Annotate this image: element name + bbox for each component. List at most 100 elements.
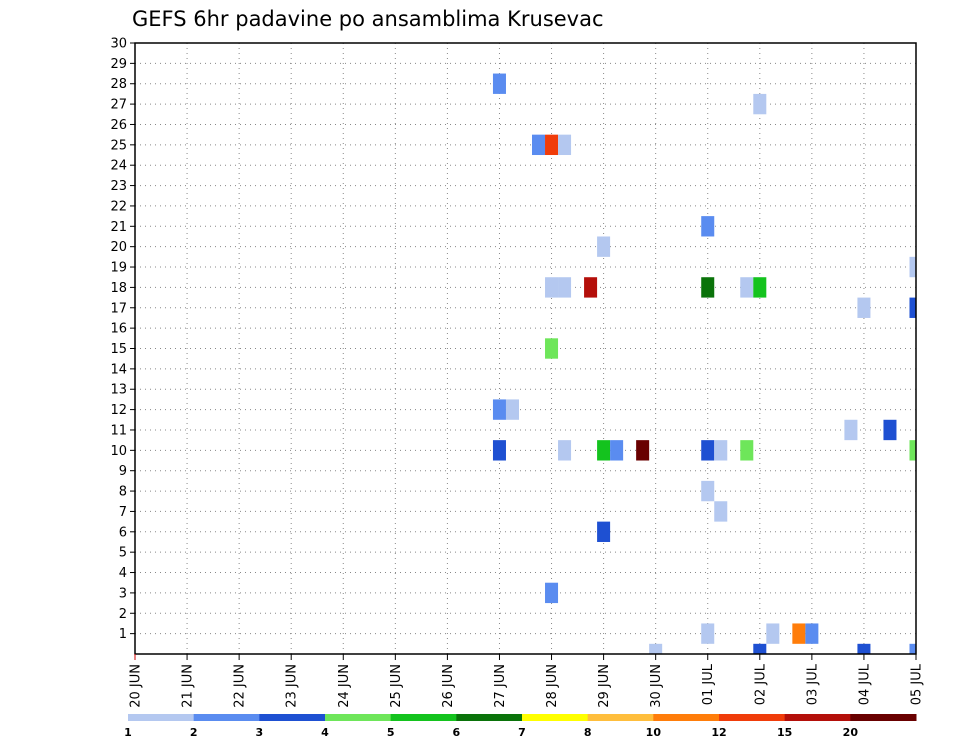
x-tick-label: 26 JUN [441, 664, 456, 708]
y-axis: 1234567891011121314151617181920212223242… [110, 37, 135, 642]
x-tick-label: 22 JUN [233, 664, 248, 708]
colorbar-swatch [259, 714, 326, 721]
colorbar-label: 8 [584, 726, 592, 739]
x-tick-label: 03 JUL [805, 663, 820, 705]
y-tick-label: 29 [110, 57, 127, 72]
colorbar-label: 6 [453, 726, 461, 739]
y-tick-label: 4 [119, 566, 127, 581]
precip-cell [701, 277, 715, 298]
y-tick-label: 20 [110, 240, 127, 255]
x-tick-label: 27 JUN [493, 664, 508, 708]
precip-cell [701, 440, 715, 461]
colorbar-swatch [522, 714, 589, 721]
y-tick-label: 18 [110, 281, 127, 296]
precip-cell [597, 521, 611, 542]
precip-cell [610, 440, 624, 461]
colorbar-label: 2 [190, 726, 198, 739]
x-tick-label: 04 JUL [857, 663, 872, 705]
colorbar-label: 10 [646, 726, 662, 739]
x-tick-label: 29 JUN [597, 664, 612, 708]
y-tick-label: 13 [110, 383, 127, 398]
y-tick-label: 10 [110, 444, 127, 459]
y-tick-label: 15 [110, 342, 127, 357]
y-tick-label: 2 [119, 607, 127, 622]
precip-cell [714, 440, 728, 461]
grid [135, 43, 916, 654]
precip-cell [714, 501, 728, 522]
precip-cell [909, 256, 916, 278]
colorbar-label: 7 [518, 726, 526, 739]
chart-title: GEFS 6hr padavine po ansamblima Krusevac [132, 7, 604, 31]
y-tick-label: 5 [119, 546, 127, 561]
precip-cell [701, 216, 715, 237]
precip-cell [883, 419, 897, 441]
precip-cell [844, 419, 858, 441]
y-tick-label: 6 [119, 525, 127, 540]
precip-cell [558, 134, 572, 156]
colorbar-swatch [390, 714, 457, 721]
x-tick-label: 05 JUL [910, 663, 925, 705]
y-tick-label: 25 [110, 138, 127, 153]
y-tick-label: 23 [110, 179, 127, 194]
y-tick-label: 12 [110, 403, 127, 418]
precip-cells [492, 73, 916, 654]
precip-cell [909, 440, 916, 461]
y-tick-label: 28 [110, 77, 127, 92]
colorbar-label: 4 [321, 726, 329, 739]
colorbar-swatch [456, 714, 523, 721]
precip-cell [636, 440, 650, 461]
colorbar-label: 3 [256, 726, 264, 739]
colorbar-label: 5 [387, 726, 395, 739]
precip-cell [649, 643, 663, 654]
colorbar-swatch [653, 714, 720, 721]
precip-cell [909, 297, 916, 318]
precip-cell [857, 297, 871, 318]
precip-cell [909, 643, 916, 654]
precip-cell [597, 236, 611, 257]
y-tick-label: 22 [110, 199, 127, 214]
precip-cell [753, 93, 767, 115]
precip-cell [584, 277, 598, 298]
colorbar-swatch [193, 714, 260, 721]
colorbar-label: 1 [124, 726, 132, 739]
precip-cell [805, 623, 819, 644]
precip-cell [792, 623, 806, 644]
precip-cell [545, 582, 559, 604]
colorbar-swatch [850, 714, 917, 721]
y-tick-label: 9 [119, 464, 127, 479]
x-axis: 20 JUN 21 JUN 22 JUN 23 JUN 24 JUN 25 JUN 26 J… [129, 654, 925, 708]
colorbar-legend: 1 2 3 4 5 6 7 8 10 12 15 20 [124, 714, 917, 739]
y-tick-label: 16 [110, 322, 127, 337]
y-tick-label: 3 [119, 586, 127, 601]
y-tick-label: 24 [110, 159, 127, 174]
precip-cell [532, 134, 546, 156]
colorbar-label: 20 [843, 726, 859, 739]
y-tick-label: 27 [110, 98, 127, 113]
x-tick-label: 28 JUN [545, 664, 560, 708]
y-tick-label: 17 [110, 301, 127, 316]
precip-cell [753, 277, 767, 298]
colorbar-swatch [587, 714, 654, 721]
precip-cell [545, 338, 559, 359]
x-tick-label: 21 JUN [181, 664, 196, 708]
colorbar-label: 15 [777, 726, 792, 739]
y-tick-label: 14 [110, 362, 127, 377]
colorbar-swatch [784, 714, 851, 721]
precip-cell [857, 643, 871, 654]
precip-cell [492, 399, 506, 420]
x-tick-label: 20 JUN [129, 664, 144, 708]
x-tick-label: 01 JUL [701, 663, 716, 705]
x-tick-label: 24 JUN [337, 664, 352, 708]
y-tick-label: 30 [110, 37, 127, 52]
precip-cell [545, 277, 559, 298]
precip-cell [597, 440, 611, 461]
y-tick-label: 19 [110, 261, 127, 276]
colorbar-swatch [325, 714, 392, 721]
precip-cell [558, 277, 572, 298]
colorbar-swatch [128, 714, 195, 721]
colorbar-label: 12 [711, 726, 726, 739]
precip-cell [740, 277, 754, 298]
precip-cell [753, 643, 767, 654]
precip-cell [558, 440, 572, 461]
